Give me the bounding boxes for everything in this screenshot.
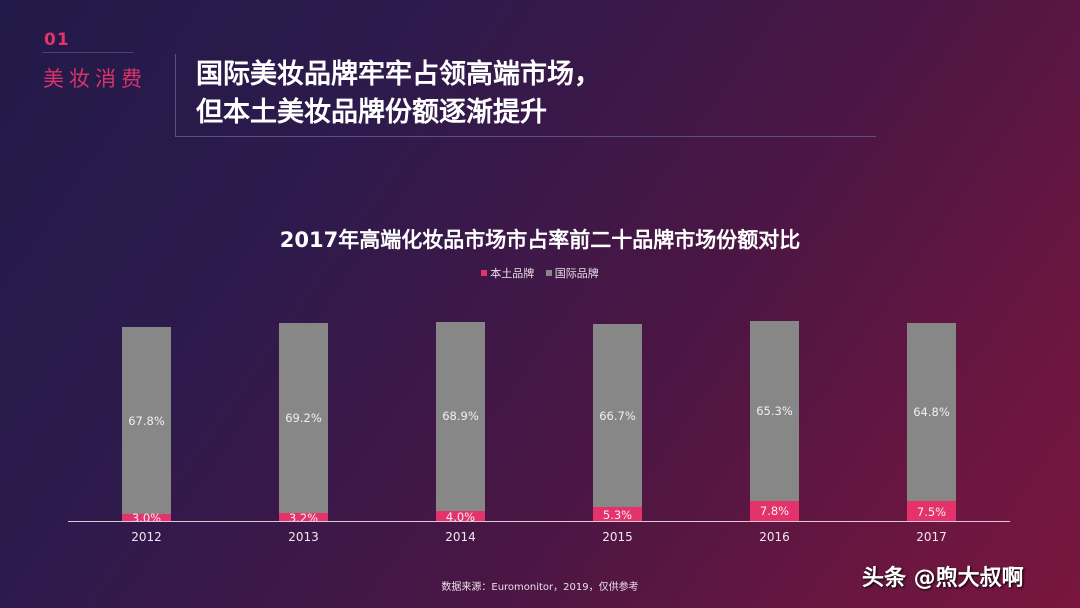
bar-2015: 66.7% 5.3% bbox=[593, 324, 642, 522]
bar-segment-domestic: 7.5% bbox=[907, 501, 956, 522]
bar-segment-international: 64.8% bbox=[907, 323, 956, 502]
x-tick-label: 2012 bbox=[131, 530, 162, 544]
data-source: 数据来源：Euromonitor，2019，仅供参考 bbox=[441, 582, 639, 593]
section-label: 美妆消费 bbox=[43, 67, 147, 91]
bar-2014: 68.9% 4.0% bbox=[436, 321, 485, 524]
bar-2013: 69.2% 3.2% bbox=[279, 322, 328, 525]
legend-label-international: 国际品牌 bbox=[554, 267, 599, 280]
section-number: 01 bbox=[44, 30, 70, 50]
bar-segment-international: 68.9% bbox=[436, 321, 485, 511]
headline: 国际美妆品牌牢牢占领高端市场， 但本土美妆品牌份额逐渐提升 bbox=[196, 56, 601, 132]
bar-2016: 65.3% 7.8% bbox=[750, 321, 799, 522]
x-tick-label: 2013 bbox=[288, 530, 319, 544]
section-divider bbox=[42, 52, 134, 53]
bar-segment-international: 65.3% bbox=[750, 321, 799, 501]
legend-swatch-domestic bbox=[481, 270, 488, 276]
bar-segment-domestic: 7.8% bbox=[750, 500, 799, 522]
bar-2017: 64.8% 7.5% bbox=[907, 323, 956, 522]
bar-segment-domestic: 5.3% bbox=[593, 507, 642, 522]
legend-label-domestic: 本土品牌 bbox=[490, 267, 535, 280]
x-tick-label: 2016 bbox=[759, 530, 790, 544]
bar-segment-domestic: 4.0% bbox=[436, 510, 485, 524]
headline-line1: 国际美妆品牌牢牢占领高端市场， bbox=[196, 59, 601, 90]
bar-2012: 67.8% 3.0% bbox=[122, 327, 171, 525]
chart-legend: 本土品牌 国际品牌 bbox=[0, 265, 1080, 281]
headline-line2: 但本土美妆品牌份额逐渐提升 bbox=[196, 97, 547, 128]
chart-title: 2017年高端化妆品市场市占率前二十品牌市场份额对比 bbox=[279, 228, 801, 252]
x-tick-label: 2017 bbox=[916, 530, 947, 544]
x-tick-label: 2014 bbox=[445, 530, 476, 544]
legend-item-domestic: 本土品牌 bbox=[481, 265, 534, 281]
x-tick-label: 2015 bbox=[602, 530, 633, 544]
x-axis-line bbox=[68, 521, 1010, 522]
bar-segment-international: 66.7% bbox=[593, 324, 642, 508]
bar-segment-international: 69.2% bbox=[279, 322, 328, 514]
headline-frame bbox=[175, 54, 876, 137]
chart-plot-area: 67.8% 3.0% 69.2% 3.2% 68.9% 4.0% 66.7% 5.3% 65.3… bbox=[68, 300, 1010, 525]
legend-swatch-international bbox=[545, 270, 552, 276]
watermark: 头条 @煦大叔啊 bbox=[862, 566, 1024, 591]
legend-item-international: 国际品牌 bbox=[545, 265, 599, 281]
bar-segment-international: 67.8% bbox=[122, 327, 171, 514]
